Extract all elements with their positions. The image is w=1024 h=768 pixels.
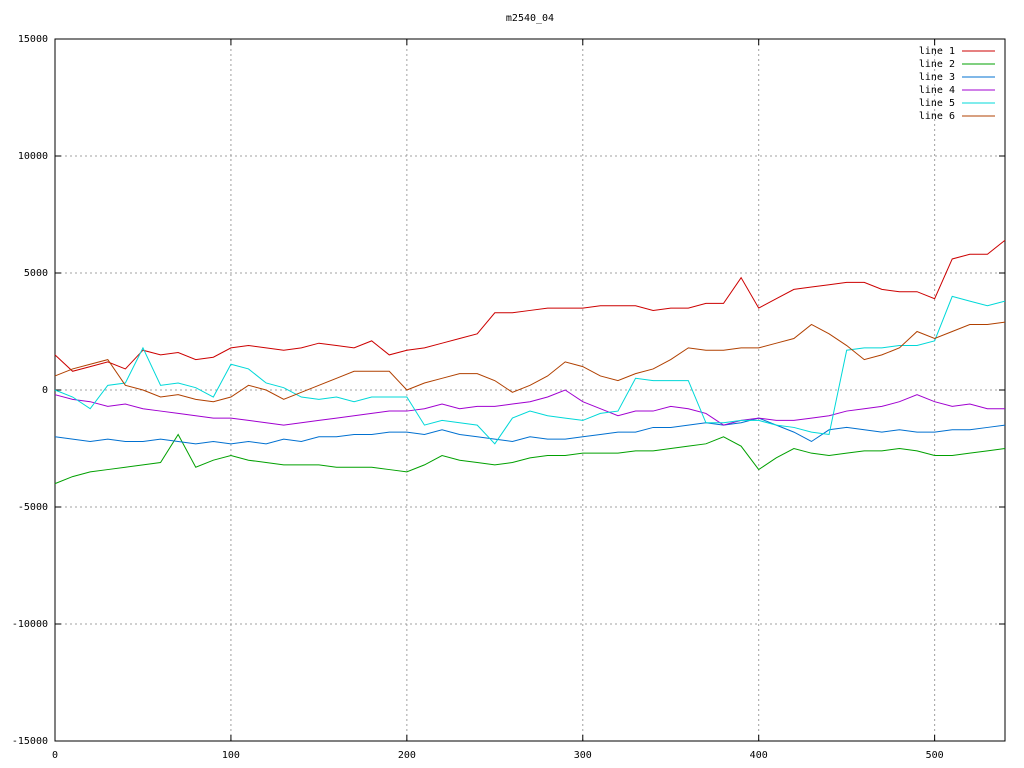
legend-label: line 6: [919, 111, 955, 122]
series-line: [54, 321, 1006, 403]
series-line: [54, 389, 1005, 426]
legend-label: line 1: [919, 46, 955, 57]
y-tick-label: 10000: [18, 151, 48, 162]
y-tick-label: 0: [42, 385, 48, 396]
x-tick-label: 0: [52, 750, 58, 761]
x-tick-label: 300: [574, 750, 592, 761]
series-line: [54, 295, 1006, 445]
x-tick-label: 100: [222, 750, 240, 761]
legend-label: line 3: [919, 72, 955, 83]
y-tick-label: 15000: [18, 34, 48, 45]
legend-label: line 5: [919, 98, 955, 109]
series-line: [54, 433, 1006, 485]
x-tick-label: 400: [750, 750, 768, 761]
chart-title: m2540_04: [506, 13, 554, 24]
x-tick-label: 500: [926, 750, 944, 761]
legend-label: line 2: [919, 59, 955, 70]
y-tick-label: -15000: [12, 736, 48, 747]
y-tick-label: -5000: [18, 502, 48, 513]
y-tick-label: -10000: [12, 619, 48, 630]
series-line: [54, 239, 1006, 372]
legend-label: line 4: [919, 85, 955, 96]
x-tick-label: 200: [398, 750, 416, 761]
y-tick-label: 5000: [24, 268, 48, 279]
series-line: [54, 417, 1006, 445]
